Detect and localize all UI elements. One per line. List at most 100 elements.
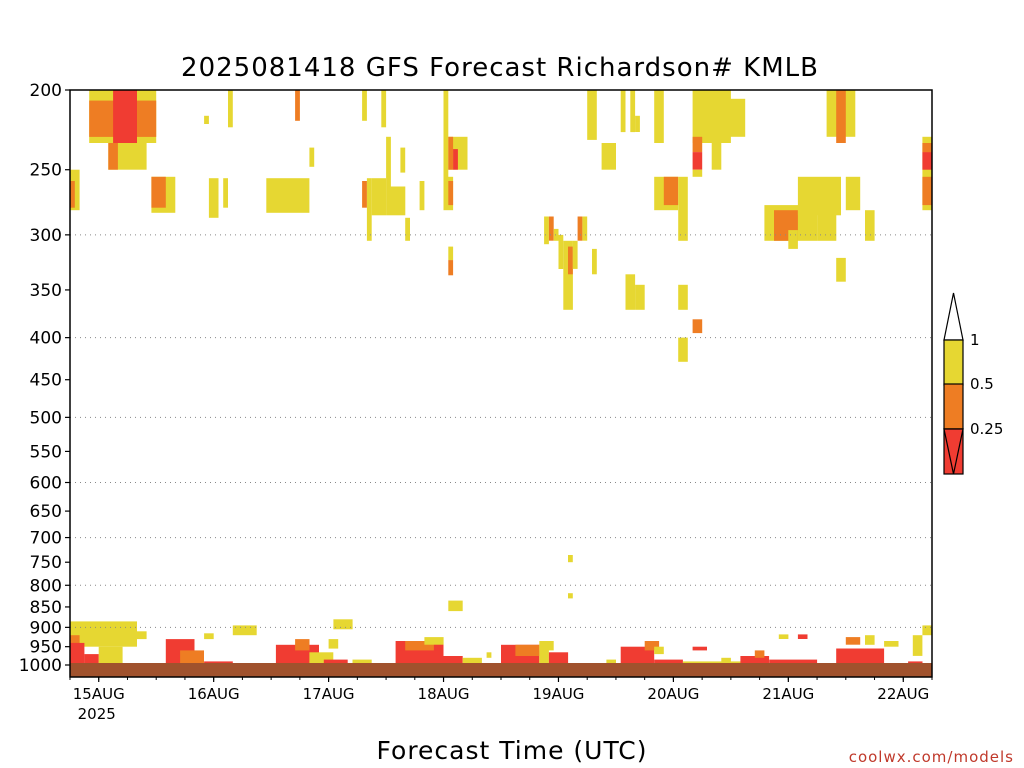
x-tick-sublabel: 2025 — [78, 705, 116, 723]
legend-label: 0.25 — [970, 420, 1003, 438]
heatmap-cell — [592, 248, 597, 275]
heatmap-cell — [108, 143, 118, 170]
heatmap-cell — [865, 635, 875, 645]
heatmap-cell — [865, 210, 875, 241]
x-tick-label: 19AUG — [532, 685, 584, 703]
heatmap-cell — [424, 637, 444, 645]
heatmap-cell — [635, 115, 640, 132]
heatmap-cell — [922, 152, 932, 170]
heatmap-cell — [836, 90, 846, 143]
heatmap-cell — [836, 257, 846, 282]
heatmap-cell — [845, 176, 861, 211]
x-tick-label: 16AUG — [188, 685, 240, 703]
y-tick-label: 700 — [30, 529, 62, 549]
heatmap-cell — [333, 619, 353, 630]
y-tick-label: 600 — [30, 473, 62, 493]
heatmap-cell — [98, 646, 123, 663]
cells-layer — [70, 90, 932, 663]
y-tick-label: 500 — [30, 408, 62, 428]
heatmap-cell — [208, 178, 219, 218]
y-tick-label: 550 — [30, 442, 62, 462]
heatmap-cell — [544, 216, 549, 245]
credit-link[interactable]: coolwx.com/models — [849, 748, 1014, 766]
heatmap-cell — [678, 176, 688, 241]
x-tick-label: 22AUG — [877, 685, 929, 703]
legend-arrow-bottom — [943, 428, 964, 475]
heatmap-cell — [352, 659, 372, 663]
heatmap-cell — [817, 205, 837, 241]
heatmap-cell — [601, 143, 616, 170]
y-tick-label: 650 — [30, 502, 62, 522]
heatmap-cell — [448, 600, 463, 612]
heatmap-cell — [692, 319, 703, 334]
y-tick-label: 350 — [30, 281, 62, 301]
y-tick-label: 900 — [30, 618, 62, 638]
heatmap-cell — [558, 234, 564, 269]
heatmap-cell — [683, 661, 741, 663]
heatmap-cell — [70, 181, 75, 208]
heatmap-cell — [295, 639, 310, 651]
heatmap-cell — [654, 659, 683, 663]
heatmap-cell — [635, 284, 645, 310]
legend-arrow-top — [943, 292, 964, 341]
y-tick-label: 250 — [30, 161, 62, 181]
heatmap-cell — [266, 178, 310, 213]
y-tick-label: 800 — [30, 576, 62, 596]
heatmap-cell — [443, 90, 449, 198]
y-tick-label: 850 — [30, 598, 62, 618]
heatmap-cell — [721, 657, 731, 663]
colorbar-legend: 1 0.5 0.25 — [943, 292, 1003, 475]
heatmap-cell — [386, 186, 406, 216]
heatmap-cell — [448, 136, 454, 170]
y-tick-label: 450 — [30, 371, 62, 391]
heatmap-cell — [70, 621, 137, 647]
y-axis: 200 250 300 350 400 450 500 550 600 650 700 750 8008… — [19, 81, 70, 676]
x-tick-label: 18AUG — [418, 685, 470, 703]
heatmap-cell — [366, 178, 372, 241]
legend-label: 1 — [970, 331, 980, 349]
heatmap-cell — [362, 181, 367, 208]
heatmap-cell — [70, 642, 85, 663]
heatmap-cell — [908, 661, 923, 663]
y-tick-label: 950 — [30, 638, 62, 658]
heatmap-cell — [692, 646, 707, 651]
heatmap-cell — [548, 652, 569, 663]
heatmap-cell — [778, 634, 789, 639]
heatmap-cell — [223, 178, 228, 208]
heatmap-cell — [232, 625, 257, 636]
heatmap-cell — [797, 634, 808, 639]
x-tick-label: 21AUG — [762, 685, 814, 703]
heatmap-cell — [448, 246, 454, 261]
heatmap-cell — [625, 274, 636, 310]
heatmap-cell — [568, 593, 573, 599]
heatmap-cell — [362, 90, 367, 121]
heatmap-cell — [405, 641, 434, 651]
heatmap-cell — [204, 633, 214, 640]
heatmap-cell — [563, 240, 573, 310]
y-tick-label: 300 — [30, 226, 62, 246]
heatmap-cell — [113, 90, 137, 143]
heatmap-cell — [405, 217, 410, 241]
heatmap-cell — [620, 646, 655, 663]
heatmap-cell — [204, 661, 233, 663]
heatmap-cell — [328, 639, 339, 649]
heatmap-cell — [692, 136, 703, 153]
heatmap-cell — [386, 136, 391, 187]
heatmap-cell — [654, 646, 664, 655]
heatmap-cell — [663, 176, 679, 206]
heatmap-cell — [151, 176, 166, 208]
heatmap-cell — [371, 178, 387, 216]
heatmap-cell — [180, 650, 204, 663]
heatmap-cell — [922, 176, 932, 206]
y-tick-label: 1000 — [19, 656, 62, 676]
heatmap-cell — [548, 216, 554, 241]
heatmap-cell — [606, 659, 616, 663]
y-tick-label: 200 — [30, 81, 62, 101]
heatmap-cell — [539, 644, 549, 663]
x-tick-label: 20AUG — [647, 685, 699, 703]
heatmap-cell — [568, 246, 573, 275]
heatmap-cell — [515, 644, 540, 656]
heatmap-cell — [295, 90, 300, 121]
heatmap-cell — [630, 90, 636, 133]
